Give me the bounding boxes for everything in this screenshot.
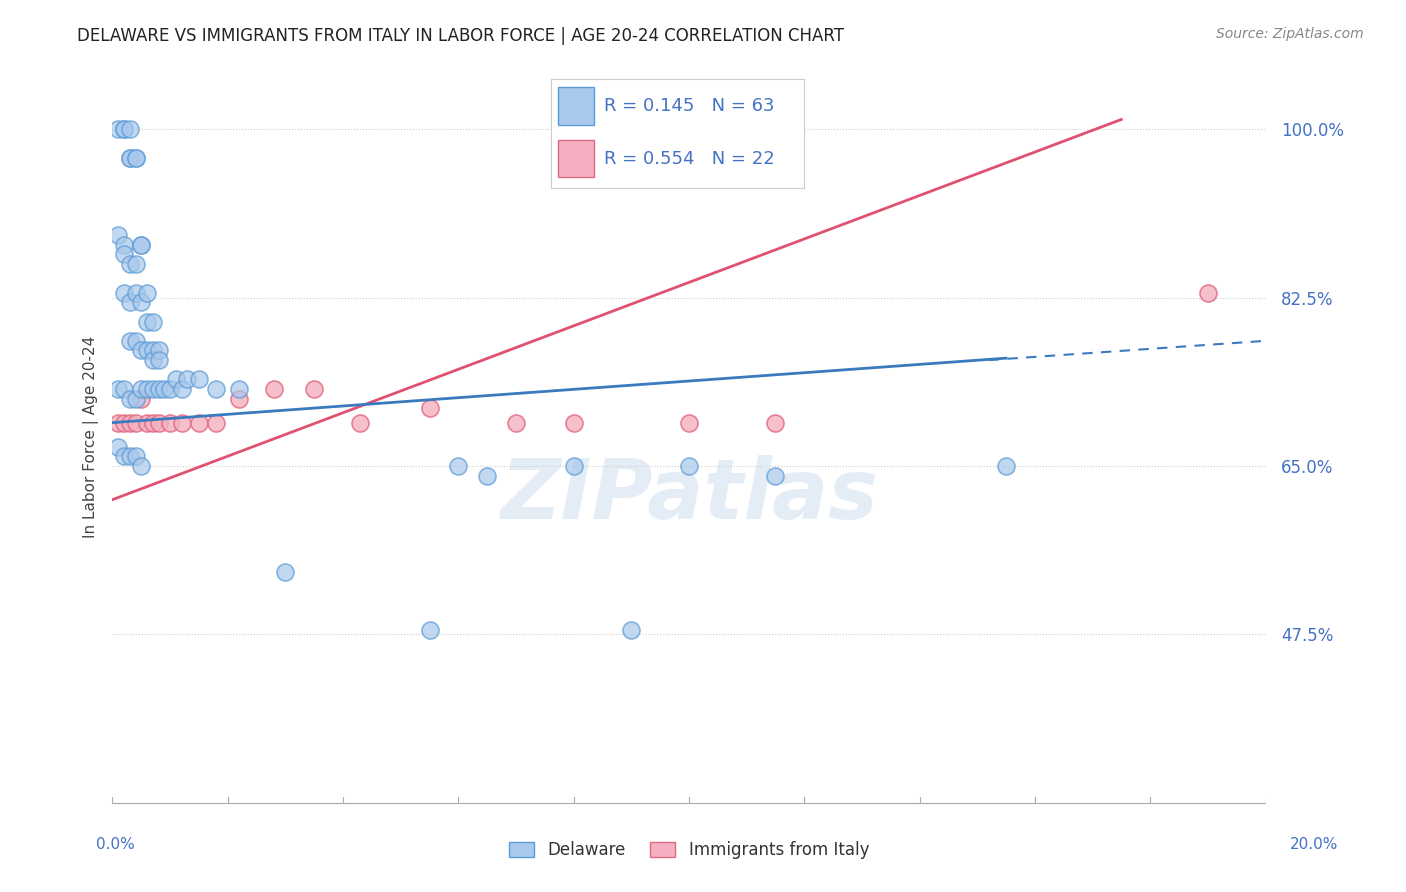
Point xyxy=(112,122,135,136)
Text: ZIPatlas: ZIPatlas xyxy=(501,455,877,536)
Point xyxy=(136,382,159,396)
Point xyxy=(118,416,141,430)
Point xyxy=(124,450,146,464)
Text: DELAWARE VS IMMIGRANTS FROM ITALY IN LABOR FORCE | AGE 20-24 CORRELATION CHART: DELAWARE VS IMMIGRANTS FROM ITALY IN LAB… xyxy=(77,27,845,45)
Point xyxy=(107,227,129,242)
Point xyxy=(112,247,135,261)
Point xyxy=(188,372,211,386)
Point xyxy=(118,450,141,464)
Point xyxy=(142,315,165,329)
Point xyxy=(129,295,153,310)
Point xyxy=(124,416,146,430)
Point xyxy=(148,343,170,358)
Point xyxy=(142,416,165,430)
Point xyxy=(129,343,153,358)
Point xyxy=(274,565,297,579)
Point xyxy=(170,416,193,430)
Point xyxy=(176,372,198,386)
Legend: Delaware, Immigrants from Italy: Delaware, Immigrants from Italy xyxy=(501,833,877,868)
Point xyxy=(205,382,228,396)
Point xyxy=(112,450,135,464)
Point xyxy=(165,372,187,386)
Point xyxy=(112,122,135,136)
Point xyxy=(475,468,499,483)
Point xyxy=(562,458,585,473)
Y-axis label: In Labor Force | Age 20-24: In Labor Force | Age 20-24 xyxy=(83,336,98,538)
Point xyxy=(995,458,1018,473)
Point xyxy=(124,257,146,271)
Point xyxy=(107,382,129,396)
Point xyxy=(112,382,135,396)
Point xyxy=(124,151,146,165)
Point xyxy=(118,392,141,406)
Point xyxy=(124,285,146,300)
Point xyxy=(129,237,153,252)
Point xyxy=(148,416,170,430)
Point xyxy=(142,343,165,358)
Point xyxy=(505,416,527,430)
Point xyxy=(562,416,585,430)
Point xyxy=(153,382,176,396)
Point xyxy=(148,353,170,368)
Point xyxy=(170,382,193,396)
Point xyxy=(159,416,181,430)
Point xyxy=(263,382,285,396)
Point xyxy=(765,416,787,430)
Point xyxy=(228,392,250,406)
Point xyxy=(447,458,470,473)
Point xyxy=(678,416,700,430)
Point xyxy=(228,382,250,396)
Point xyxy=(136,416,159,430)
Point xyxy=(107,440,129,454)
Point xyxy=(129,382,153,396)
Point xyxy=(112,416,135,430)
Point xyxy=(136,343,159,358)
Point xyxy=(136,315,159,329)
Point xyxy=(118,151,141,165)
Point xyxy=(136,285,159,300)
Point xyxy=(304,382,326,396)
Point xyxy=(188,416,211,430)
Point xyxy=(620,623,643,637)
Point xyxy=(1197,285,1219,300)
Point xyxy=(124,151,146,165)
Point xyxy=(112,237,135,252)
Point xyxy=(118,295,141,310)
Point xyxy=(129,458,153,473)
Text: 0.0%: 0.0% xyxy=(96,838,135,852)
Point xyxy=(129,392,153,406)
Point xyxy=(124,392,146,406)
Point xyxy=(129,237,153,252)
Point xyxy=(142,382,165,396)
Point xyxy=(349,416,371,430)
Point xyxy=(107,122,129,136)
Point xyxy=(148,382,170,396)
Text: Source: ZipAtlas.com: Source: ZipAtlas.com xyxy=(1216,27,1364,41)
Point xyxy=(142,353,165,368)
Point xyxy=(112,285,135,300)
Point xyxy=(118,151,141,165)
Point xyxy=(118,122,141,136)
Point xyxy=(419,623,441,637)
Point xyxy=(118,257,141,271)
Point xyxy=(205,416,228,430)
Point xyxy=(419,401,441,416)
Point xyxy=(765,468,787,483)
Text: 20.0%: 20.0% xyxy=(1291,838,1339,852)
Point xyxy=(159,382,181,396)
Point xyxy=(118,334,141,348)
Point xyxy=(678,458,700,473)
Point xyxy=(124,334,146,348)
Point xyxy=(107,416,129,430)
